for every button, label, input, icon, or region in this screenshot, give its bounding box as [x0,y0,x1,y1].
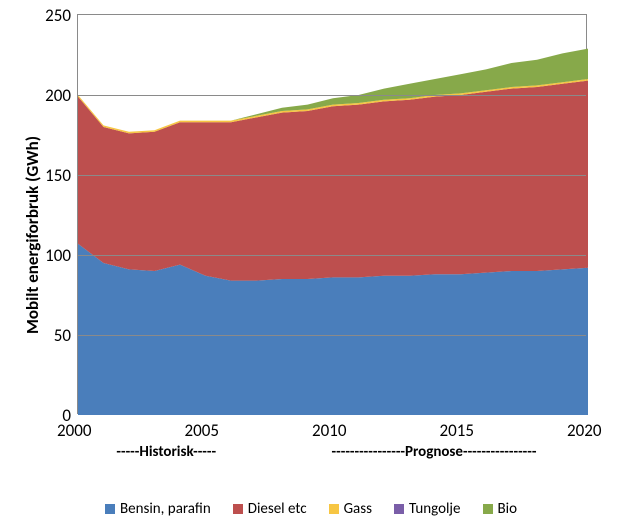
legend-swatch-icon [233,504,243,514]
y-tick-label: 150 [45,165,71,186]
legend-swatch-icon [329,504,339,514]
gridline [78,335,586,336]
legend-item: Gass [329,500,372,518]
x-tick-label: 2020 [567,420,601,441]
legend-label: Gass [344,500,372,518]
legend-label: Diesel etc [248,500,307,518]
x-sub-label: -----Historisk----- [116,443,216,461]
gridline [78,95,586,96]
chart-container: Mobilt energiforbruk (GWh) 0501001502002… [0,0,622,524]
y-axis-label: Mobilt energiforbruk (GWh) [22,136,43,334]
x-tick-label: 2005 [185,420,219,441]
y-tick-label: 250 [45,5,71,26]
legend-swatch-icon [105,504,115,514]
legend-item: Bensin, parafin [105,500,211,518]
x-tick-label: 2000 [57,420,91,441]
legend-item: Tungolje [394,500,461,518]
chart-areas [78,15,588,415]
gridline [78,255,586,256]
x-sub-label: ----------------Prognose---------------- [332,443,537,461]
area-series [78,81,588,281]
y-tick-label: 200 [45,85,71,106]
legend-label: Tungolje [409,500,461,518]
legend-swatch-icon [394,504,404,514]
legend-item: Diesel etc [233,500,307,518]
plot-area [77,14,587,414]
y-tick-label: 100 [45,245,71,266]
x-tick-label: 2015 [440,420,474,441]
x-tick-label: 2010 [312,420,346,441]
legend-label: Bensin, parafin [120,500,211,518]
gridline [78,175,586,176]
legend-label: Bio [498,500,518,518]
legend: Bensin, parafin Diesel etc Gass Tungolje Bio [0,500,622,518]
y-tick-label: 50 [54,325,71,346]
legend-swatch-icon [483,504,493,514]
legend-item: Bio [483,500,518,518]
